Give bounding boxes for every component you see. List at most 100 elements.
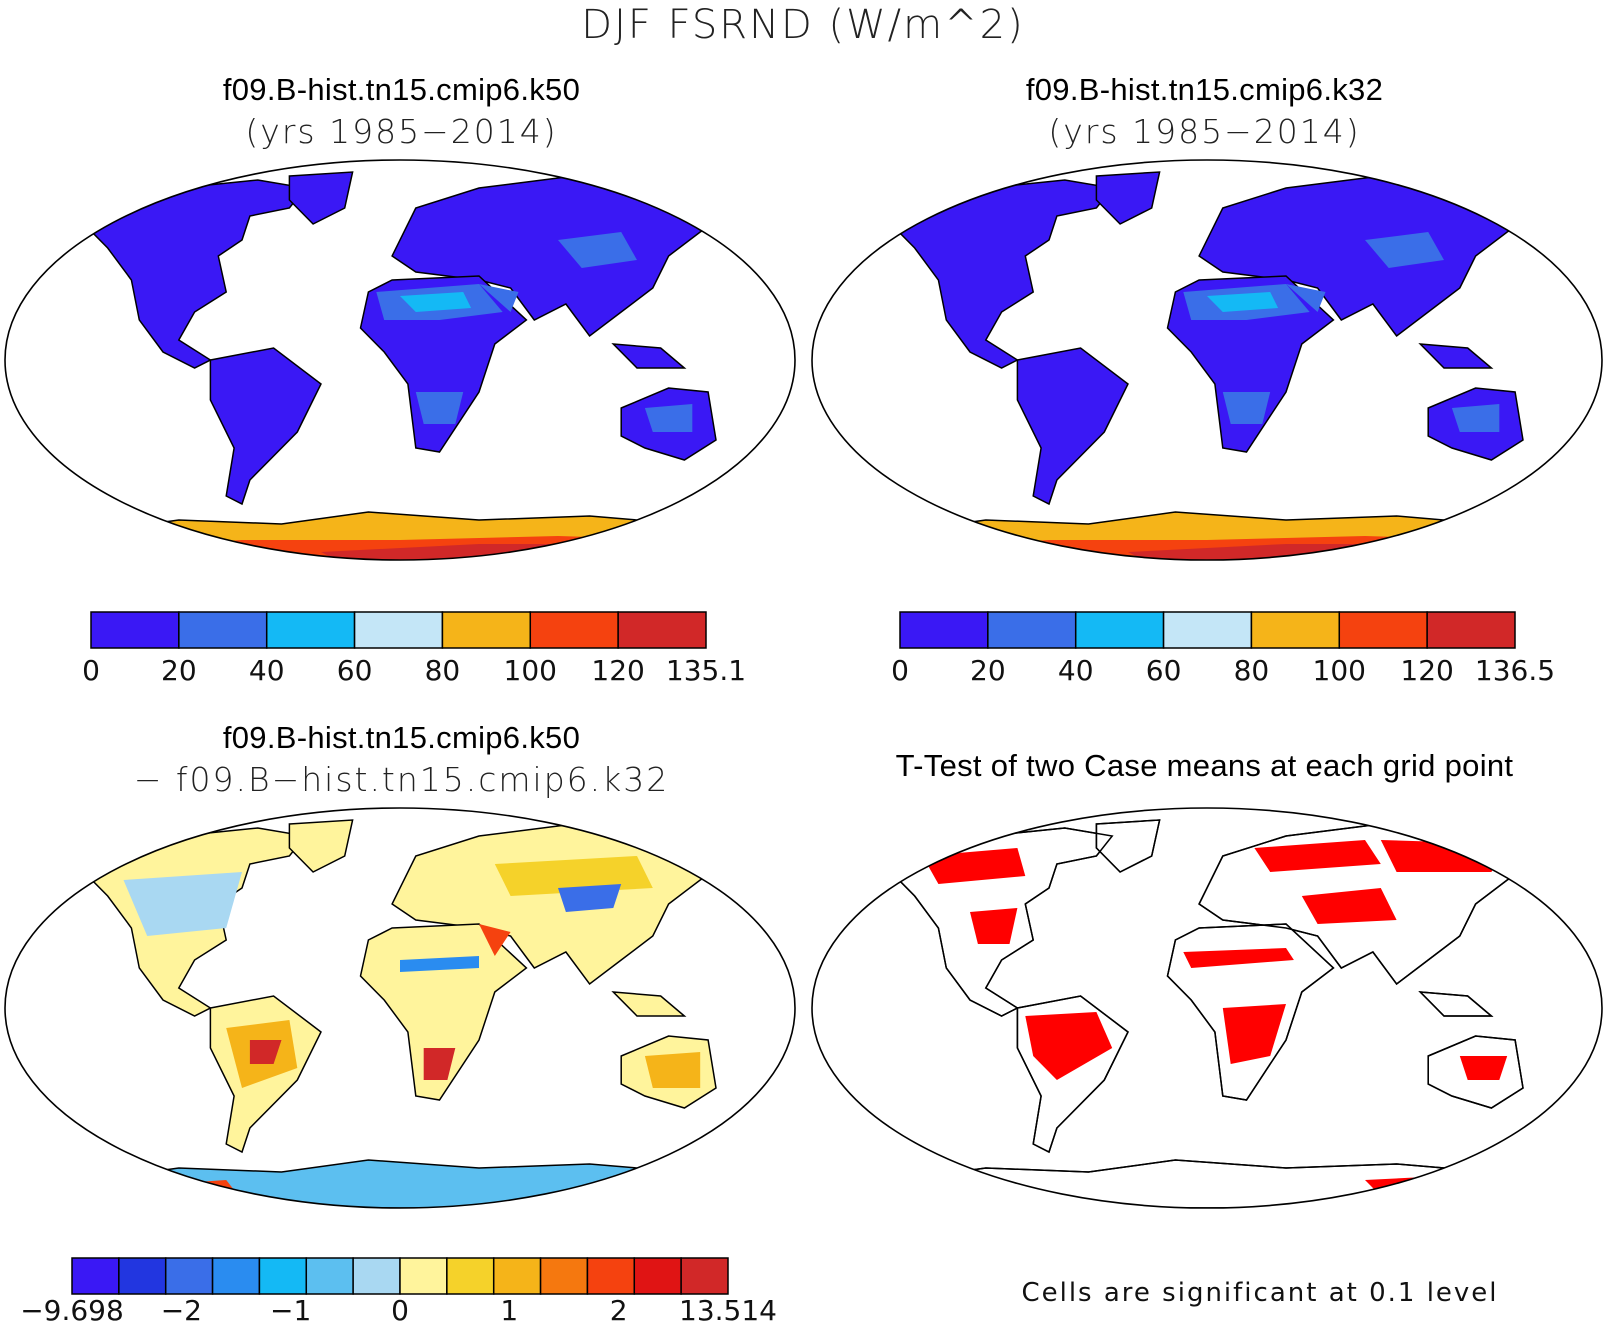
colorbar-3-label-1: −9.698 — [20, 1294, 124, 1327]
figure-title: DJF FSRND (W/m^2) — [581, 2, 1025, 48]
panel-3-subtitle: − f09.B−hist.tn15.cmip6.k32 — [133, 760, 670, 799]
map-border — [811, 807, 1603, 1209]
land-greenland — [288, 819, 354, 873]
region-safrica-high — [423, 1048, 456, 1080]
colorbar-2-label-5: 80 — [1234, 654, 1270, 687]
colorbar-3-box-14 — [680, 1257, 729, 1295]
colorbar-1-label-8: 135.1 — [666, 654, 746, 687]
colorbar-1-box-2 — [178, 611, 268, 649]
colorbar-2-label-7: 120 — [1400, 654, 1453, 687]
colorbar-3-box-2 — [118, 1257, 167, 1295]
colorbar-1-label-6: 100 — [504, 654, 557, 687]
coast-northAmerica — [889, 827, 1114, 1017]
colorbar-3-box-8 — [399, 1257, 448, 1295]
colorbar-3-label-3: −1 — [270, 1294, 311, 1327]
colorbar-3-label-6: 2 — [610, 1294, 628, 1327]
sig-region-6 — [1254, 840, 1381, 872]
land-southAmerica — [209, 347, 322, 506]
panel-1-subtitle: (yrs 1985−2014) — [245, 112, 558, 151]
colorbar-2-box-2 — [987, 611, 1077, 649]
colorbar-3-label-2: −2 — [161, 1294, 202, 1327]
colorbar-3-box-12 — [586, 1257, 636, 1295]
land-greenland — [288, 171, 354, 225]
colorbar-3-box-6 — [305, 1257, 354, 1295]
colorbar-1-box-7 — [617, 611, 707, 649]
colorbar-2-box-3 — [1074, 611, 1165, 649]
coast-eurasia — [1198, 823, 1549, 986]
panel-2-subtitle: (yrs 1985−2014) — [1048, 112, 1361, 151]
sig-region-9 — [1459, 1056, 1508, 1080]
panel-2-title: f09.B-hist.tn15.cmip6.k32 — [1025, 72, 1384, 107]
region-arabia — [479, 284, 519, 312]
colorbar-3-box-7 — [352, 1257, 401, 1295]
colorbar-3-label-4: 0 — [391, 1294, 409, 1327]
region-southAfrica — [415, 392, 464, 424]
coast-antarctica — [897, 1159, 1517, 1208]
land-greenland — [1095, 171, 1161, 225]
colorbar-3-box-1 — [71, 1257, 120, 1295]
region-sahel-neg — [400, 956, 479, 972]
coast-seAsia — [1418, 991, 1494, 1017]
map-panel-4 — [811, 807, 1603, 1209]
region-tibet — [558, 232, 637, 268]
colorbar-3: −9.698 −2 −1 0 1 2 13.514 — [20, 1257, 777, 1327]
coast-greenland — [1095, 819, 1161, 873]
coast-southAmerica — [1016, 995, 1129, 1154]
land-southAmerica — [1016, 347, 1129, 506]
sig-region-5 — [1222, 1004, 1286, 1064]
colorbar-3-box-9 — [446, 1257, 495, 1295]
colorbar-1-box-4 — [353, 611, 444, 649]
region-ausInterior — [1451, 404, 1500, 432]
land-seAsia — [1418, 343, 1494, 369]
region-sahara-core — [400, 292, 472, 312]
region-southAfrica — [1222, 392, 1271, 424]
panel-4-title: T-Test of two Case means at each grid po… — [895, 748, 1514, 783]
colorbar-1-label-7: 120 — [591, 654, 644, 687]
sig-region-8 — [1301, 888, 1397, 924]
colorbar-3-box-4 — [211, 1257, 261, 1295]
region-ausInterior — [644, 404, 693, 432]
colorbar-1-label-1: 0 — [82, 654, 100, 687]
region-arabia — [1286, 284, 1326, 312]
land-seAsia — [611, 343, 687, 369]
colorbar-1-label-4: 60 — [337, 654, 373, 687]
region-tibet — [1365, 232, 1444, 268]
region-arabia-high — [479, 924, 511, 956]
significance-footnote: Cells are significant at 0.1 level — [1021, 1278, 1499, 1308]
map-panel-3 — [4, 807, 796, 1209]
colorbar-3-label-7: 13.514 — [679, 1294, 777, 1327]
region-na-neg — [123, 872, 242, 936]
colorbar-3-box-3 — [164, 1257, 214, 1295]
colorbar-2-box-6 — [1338, 611, 1428, 649]
colorbar-3-box-10 — [492, 1257, 542, 1295]
region-antarctic-pos — [107, 1180, 242, 1204]
colorbar-2-box-5 — [1250, 611, 1341, 649]
colorbar-2-label-6: 100 — [1313, 654, 1366, 687]
colorbar-2-label-8: 136.5 — [1475, 654, 1555, 687]
colorbar-3-box-11 — [539, 1257, 589, 1295]
sig-region-3 — [1025, 1012, 1113, 1080]
colorbar-2: 0 20 40 60 80 100 120 136.5 — [891, 611, 1555, 687]
region-tibet-neg — [558, 884, 622, 912]
colorbar-3-box-5 — [258, 1257, 308, 1295]
colorbar-1-label-2: 20 — [161, 654, 197, 687]
map-border — [4, 159, 796, 561]
colorbar-3-label-5: 1 — [500, 1294, 518, 1327]
sig-region-4 — [1183, 948, 1294, 968]
colorbar-1-label-3: 40 — [249, 654, 285, 687]
colorbar-2-label-3: 40 — [1058, 654, 1094, 687]
region-aus-pos — [644, 1052, 701, 1088]
colorbar-3-box-13 — [633, 1257, 682, 1295]
coast-australia — [1427, 1035, 1524, 1109]
coast-africa — [1166, 923, 1335, 1101]
colorbar-2-box-4 — [1162, 611, 1253, 649]
colorbar-1-box-5 — [441, 611, 532, 649]
colorbar-2-label-4: 60 — [1146, 654, 1182, 687]
colorbar-1-box-3 — [265, 611, 356, 649]
region-sahara-core — [1207, 292, 1279, 312]
sig-region-2 — [970, 908, 1018, 944]
colorbar-1-box-6 — [529, 611, 619, 649]
panel-3-title: f09.B-hist.tn15.cmip6.k50 — [222, 720, 581, 755]
map-panel-2 — [811, 159, 1603, 561]
